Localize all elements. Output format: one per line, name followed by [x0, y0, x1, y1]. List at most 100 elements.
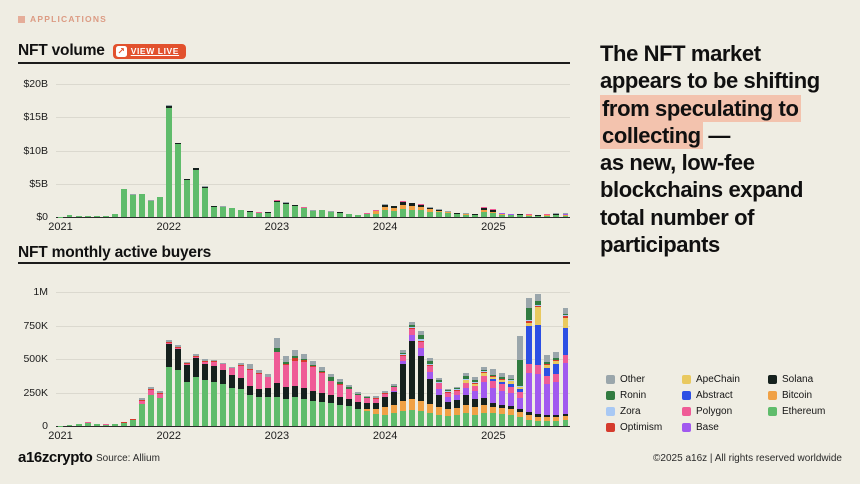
segment-ronin: [400, 352, 407, 354]
segment-polygon: [237, 365, 244, 378]
segment-zora: [481, 371, 488, 373]
x-axis-year-label: 2024: [372, 430, 398, 442]
x-axis-year-label: 2023: [264, 430, 290, 442]
legend-label: Ronin: [620, 390, 647, 401]
nft-buyers-bar: [129, 418, 136, 426]
segment-optimism: [553, 360, 560, 362]
segment-optimism: [301, 360, 307, 362]
segment-ronin: [364, 396, 371, 398]
segment-ethereum: [156, 197, 163, 217]
segment-ronin: [346, 387, 353, 389]
a16zcrypto-logo: a16zcrypto: [18, 449, 93, 466]
segment-solana: [436, 394, 443, 407]
headline-highlight: from speculating to collecting: [600, 94, 801, 149]
nft-buyers-bar: [102, 424, 109, 426]
segment-apechain: [535, 306, 542, 326]
segment-ethereum: [138, 194, 145, 217]
segment-ethereum: [364, 214, 371, 217]
segment-solana: [201, 186, 208, 189]
nft-volume-bar: [553, 213, 560, 217]
y-axis-label: 750K: [23, 319, 48, 332]
segment-ethereum: [102, 424, 109, 426]
segment-ronin: [291, 356, 298, 358]
segment-solana: [273, 201, 280, 202]
nft-buyers-bar: [382, 391, 389, 426]
x-axis-year-label: 2021: [48, 221, 73, 233]
segment-ethereum: [544, 421, 551, 426]
segment-other: [219, 362, 226, 364]
nft-volume-bar: [490, 209, 497, 217]
segment-other: [373, 396, 380, 398]
segment-bitcoin: [535, 417, 542, 422]
nft-buyers-bar: [400, 350, 407, 426]
segment-ronin: [562, 314, 569, 316]
gridline: [56, 150, 570, 152]
segment-other: [463, 373, 470, 376]
nft-buyers-bar: [147, 386, 154, 426]
segment-bitcoin: [499, 214, 506, 215]
legend-label: Zora: [620, 406, 641, 417]
nft-buyers-bar: [454, 386, 461, 426]
segment-bitcoin: [454, 407, 461, 416]
y-axis-label: $0: [36, 211, 48, 223]
segment-polygon: [264, 377, 271, 388]
nft-buyers-bar: [535, 293, 542, 426]
segment-bitcoin: [400, 400, 407, 411]
segment-bitcoin: [364, 409, 371, 412]
segment-other: [282, 356, 289, 362]
segment-bitcoin: [481, 405, 488, 414]
segment-bitcoin: [562, 415, 569, 420]
nft-volume-bar: [382, 204, 389, 217]
segment-optimism: [273, 351, 280, 353]
segment-base: [544, 384, 551, 416]
nft-volume-bar: [237, 209, 244, 217]
segment-ronin: [526, 308, 533, 321]
view-live-button[interactable]: ↗ VIEW LIVE: [112, 43, 187, 59]
segment-ethereum: [228, 387, 235, 426]
nft-buyers-bar: [264, 373, 271, 426]
nft-volume-bar: [66, 214, 73, 217]
segment-polygon: [499, 384, 506, 391]
segment-ethereum: [508, 215, 515, 217]
segment-other: [481, 366, 488, 371]
segment-optimism: [391, 386, 398, 388]
nft-volume-bar: [210, 205, 217, 217]
nft-volume-bar: [174, 142, 181, 217]
segment-solana: [472, 398, 479, 407]
nft-buyers-bar: [319, 367, 325, 426]
copyright-note: ©2025 a16z | All rights reserved worldwi…: [653, 453, 842, 464]
segment-ronin: [535, 301, 542, 306]
segment-optimism: [255, 373, 262, 374]
segment-base: [553, 213, 560, 215]
segment-optimism: [237, 365, 244, 366]
segment-bitcoin: [427, 403, 434, 414]
segment-ethereum: [436, 212, 443, 217]
segment-solana: [508, 406, 515, 410]
nft-buyers-bar: [301, 353, 307, 426]
segment-bitcoin: [436, 406, 443, 415]
segment-polygon: [355, 395, 362, 402]
segment-other: [544, 355, 551, 363]
segment-apechain: [481, 373, 488, 376]
abstract-swatch-icon: [682, 391, 691, 400]
segment-optimism: [436, 382, 443, 384]
segment-polygon: [282, 202, 289, 204]
nft-buyers-bar: [183, 361, 190, 426]
segment-ethereum: [147, 200, 154, 217]
nft-buyers-bar: [508, 374, 515, 426]
segment-bitcoin: [400, 204, 407, 209]
segment-solana: [490, 210, 497, 212]
segment-ethereum: [210, 206, 217, 217]
segment-solana: [445, 401, 452, 410]
segment-ethereum: [264, 397, 271, 426]
segment-ronin: [499, 377, 506, 379]
nft-buyers-bar: [111, 423, 118, 426]
headline: The NFT market appears to be shifting fr…: [600, 40, 838, 258]
nft-volume-bar: [156, 197, 163, 217]
segment-solana: [427, 379, 434, 404]
nft-volume-bar: [183, 179, 190, 217]
segment-apechain: [508, 381, 515, 384]
segment-other: [264, 373, 271, 377]
segment-base: [472, 390, 479, 399]
segment-polygon: [346, 389, 353, 399]
